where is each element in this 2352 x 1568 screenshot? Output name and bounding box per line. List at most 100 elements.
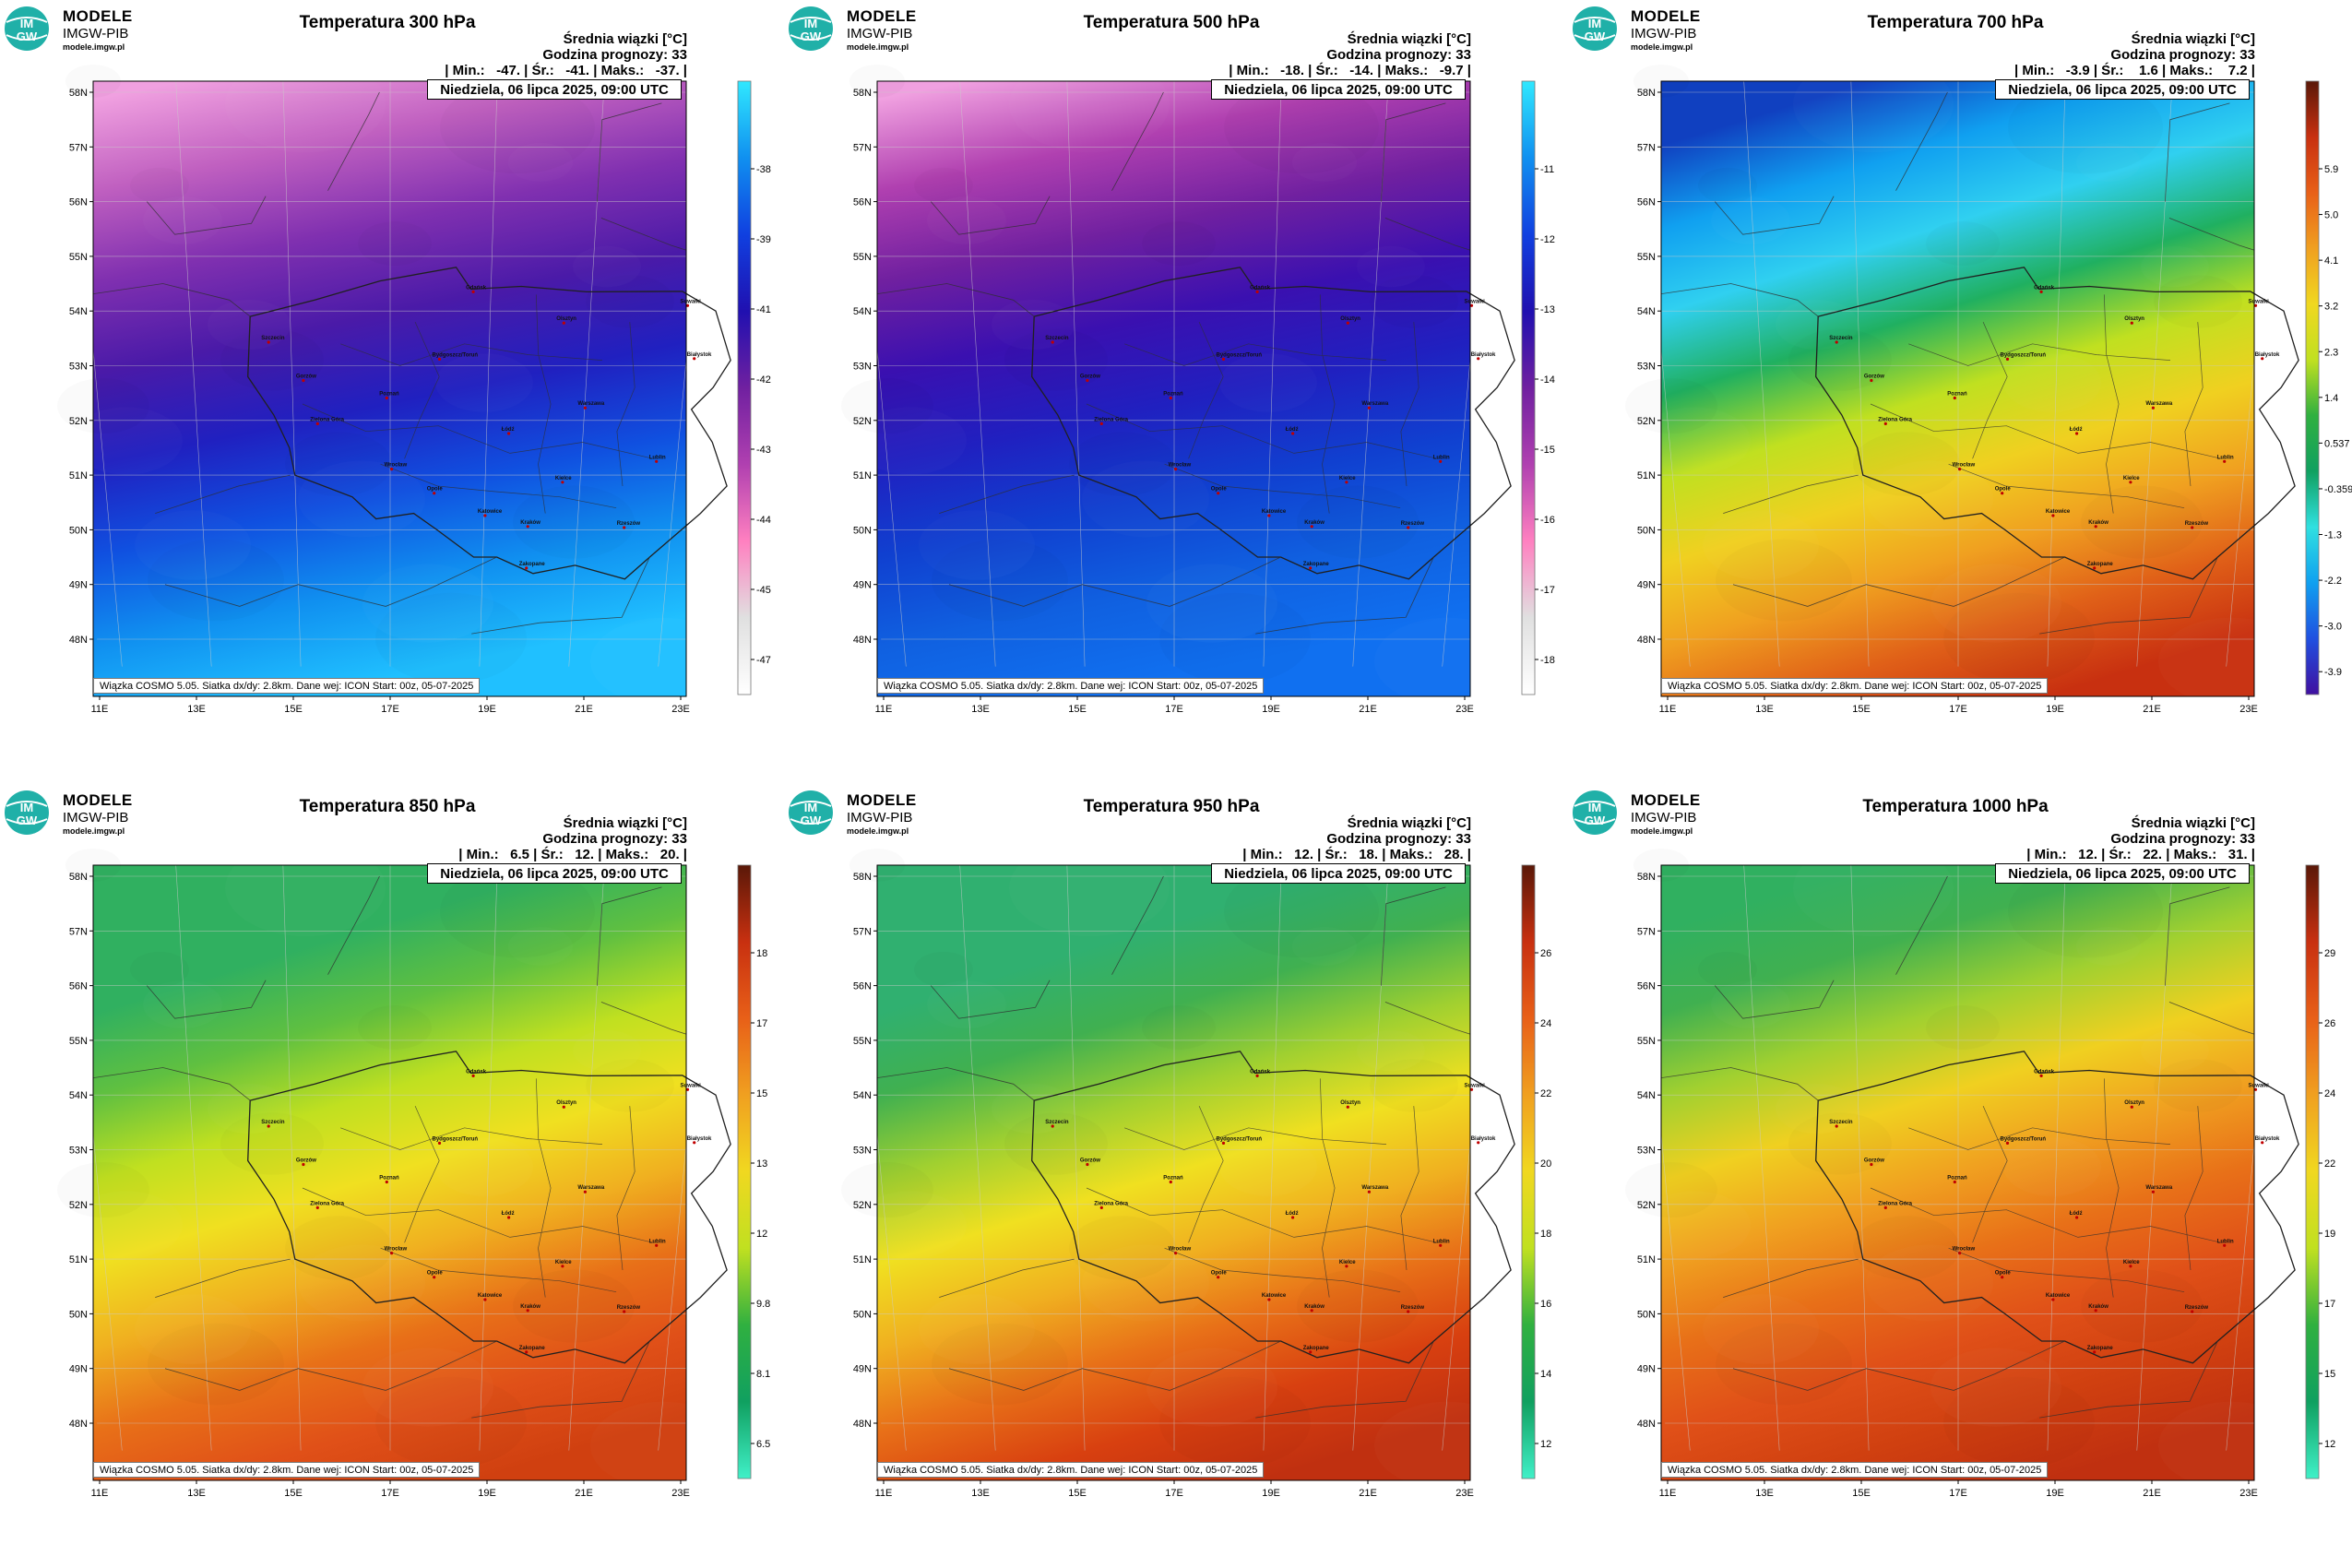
forecast-hour-label: Godzina prognozy: 33 (2110, 47, 2255, 63)
imgw-logo[interactable]: IM GW MODELE IMGW-PIB modele.imgw.pl (4, 790, 179, 837)
lat-label: 52N (853, 416, 872, 427)
lat-label: 48N (853, 635, 872, 646)
city-dot (2151, 1190, 2155, 1194)
city-dot (1291, 432, 1295, 435)
neighbour-borders (1661, 875, 2254, 1419)
brand-url[interactable]: modele.imgw.pl (1631, 42, 1693, 52)
city-dot (2253, 1087, 2258, 1091)
city-dot (1345, 481, 1348, 484)
forecast-hour-label: Godzina prognozy: 33 (1326, 47, 1471, 63)
colorbar-label: 24 (1540, 1018, 1551, 1029)
forecast-hour-label: Godzina prognozy: 33 (542, 47, 687, 63)
city-label: Bydgoszcz/Toruń (1217, 352, 1263, 358)
units-label: Średnia wiązki [°C] (563, 31, 687, 47)
brand-url[interactable]: modele.imgw.pl (1631, 826, 1693, 836)
city-label: Łódź (1286, 1211, 1299, 1217)
city-label: Bydgoszcz/Toruń (1217, 1136, 1263, 1142)
lat-label: 50N (69, 525, 88, 536)
field-stats: | Min.: 12. | Śr.: 22. | Maks.: 31. | (2026, 847, 2255, 862)
colorbar-label: 12 (756, 1229, 767, 1240)
lat-label: 56N (69, 197, 88, 208)
brand-url[interactable]: modele.imgw.pl (847, 826, 909, 836)
lat-label: 51N (853, 470, 872, 481)
city-dot (623, 1310, 626, 1313)
city-label: Bydgoszcz/Toruń (2001, 352, 2047, 358)
logo-mark-bottom: GW (1585, 814, 1606, 827)
city-label: Suwałki (681, 299, 702, 304)
brand-url[interactable]: modele.imgw.pl (63, 826, 125, 836)
temperature-field (877, 81, 1470, 696)
city-label: Kielce (555, 476, 572, 481)
city-label: Zakopane (2087, 562, 2114, 567)
city-dot (1217, 492, 1220, 495)
imgw-logo[interactable]: IM GW MODELE IMGW-PIB modele.imgw.pl (788, 790, 963, 837)
colorbar-label: 20 (1540, 1158, 1551, 1170)
panel-title: Temperatura 500 hPa (1083, 13, 1260, 32)
city-label: Katowice (1262, 509, 1287, 515)
field-stats: | Min.: -18. | Śr.: -14. | Maks.: -9.7 | (1229, 63, 1471, 78)
logo-mark-top: IM (20, 801, 33, 814)
country-border (247, 267, 731, 580)
city-dot (1958, 468, 1962, 471)
imgw-logo[interactable]: IM GW MODELE IMGW-PIB modele.imgw.pl (1572, 6, 1747, 53)
lat-label: 53N (1637, 1146, 1656, 1157)
city-label: Łódź (502, 1211, 515, 1217)
lat-label: 51N (69, 470, 88, 481)
city-label: Wrocław (1953, 463, 1976, 469)
imgw-logo[interactable]: IM GW MODELE IMGW-PIB modele.imgw.pl (788, 6, 963, 53)
city-label: Suwałki (2249, 1083, 2270, 1088)
city-markers: Szczecin Gdańsk Olsztyn Suwałki Białystok Byd… (1045, 285, 1496, 570)
neighbour-borders (1661, 91, 2254, 635)
city-label: Białystok (2255, 352, 2280, 358)
city-label: Białystok (687, 352, 712, 358)
city-label: Opole (1211, 1271, 1228, 1277)
lat-label: 58N (69, 88, 88, 99)
imgw-logo[interactable]: IM GW MODELE IMGW-PIB modele.imgw.pl (1572, 790, 1747, 837)
city-dot (1883, 422, 1887, 425)
city-dot (471, 290, 475, 293)
logo-mark-bottom: GW (801, 814, 822, 827)
colorbar-label: 17 (2324, 1299, 2335, 1310)
city-dot (1958, 1252, 1962, 1255)
city-dot (267, 1124, 270, 1128)
colorbar-label: -3.0 (2324, 622, 2342, 633)
lat-label: 53N (69, 362, 88, 373)
lat-label: 50N (853, 1309, 872, 1320)
map-panel-1000hpa: Szczecin Gdańsk Olsztyn Suwałki Białystok Byd… (1568, 784, 2352, 1568)
city-dot (1309, 1350, 1313, 1354)
lat-label: 57N (853, 142, 872, 153)
lon-label: 21E (2143, 704, 2161, 715)
colorbar-label: 13 (756, 1158, 767, 1170)
city-dot (2129, 481, 2132, 484)
imgw-logo[interactable]: IM GW MODELE IMGW-PIB modele.imgw.pl (4, 6, 179, 53)
colorbar-label: 6.5 (756, 1439, 770, 1450)
city-label: Gdańsk (1250, 1069, 1271, 1075)
city-label: Poznań (379, 392, 399, 398)
lon-label: 17E (1949, 704, 1967, 715)
city-dot (483, 514, 487, 517)
colorbar-label: 16 (1540, 1299, 1551, 1310)
city-label: Gdańsk (1250, 285, 1271, 291)
city-dot (1407, 1310, 1410, 1313)
temperature-field (93, 865, 686, 1480)
lat-label: 54N (1637, 1090, 1656, 1101)
brand-url[interactable]: modele.imgw.pl (847, 42, 909, 52)
city-dot (302, 378, 305, 383)
city-dot (2093, 1350, 2097, 1354)
brand-url[interactable]: modele.imgw.pl (63, 42, 125, 52)
city-label: Szczecin (1045, 1120, 1069, 1125)
city-dot (655, 1243, 659, 1247)
city-dot (562, 321, 565, 325)
city-label: Gorzów (1080, 1158, 1100, 1164)
city-dot (1255, 290, 1259, 293)
brand-sub: IMGW-PIB (63, 810, 129, 826)
model-footer: Wiązka COSMO 5.05. Siatka dx/dy: 2.8km. … (1661, 1462, 2049, 1478)
logo-mark-top: IM (804, 801, 817, 814)
lon-label: 15E (1852, 1488, 1871, 1499)
city-label: Opole (427, 487, 444, 493)
city-dot (2223, 1243, 2227, 1247)
city-dot (390, 1252, 394, 1255)
lat-label: 49N (69, 580, 88, 591)
lon-label: 11E (91, 1488, 109, 1499)
colorbar-label: 18 (1540, 1229, 1551, 1240)
